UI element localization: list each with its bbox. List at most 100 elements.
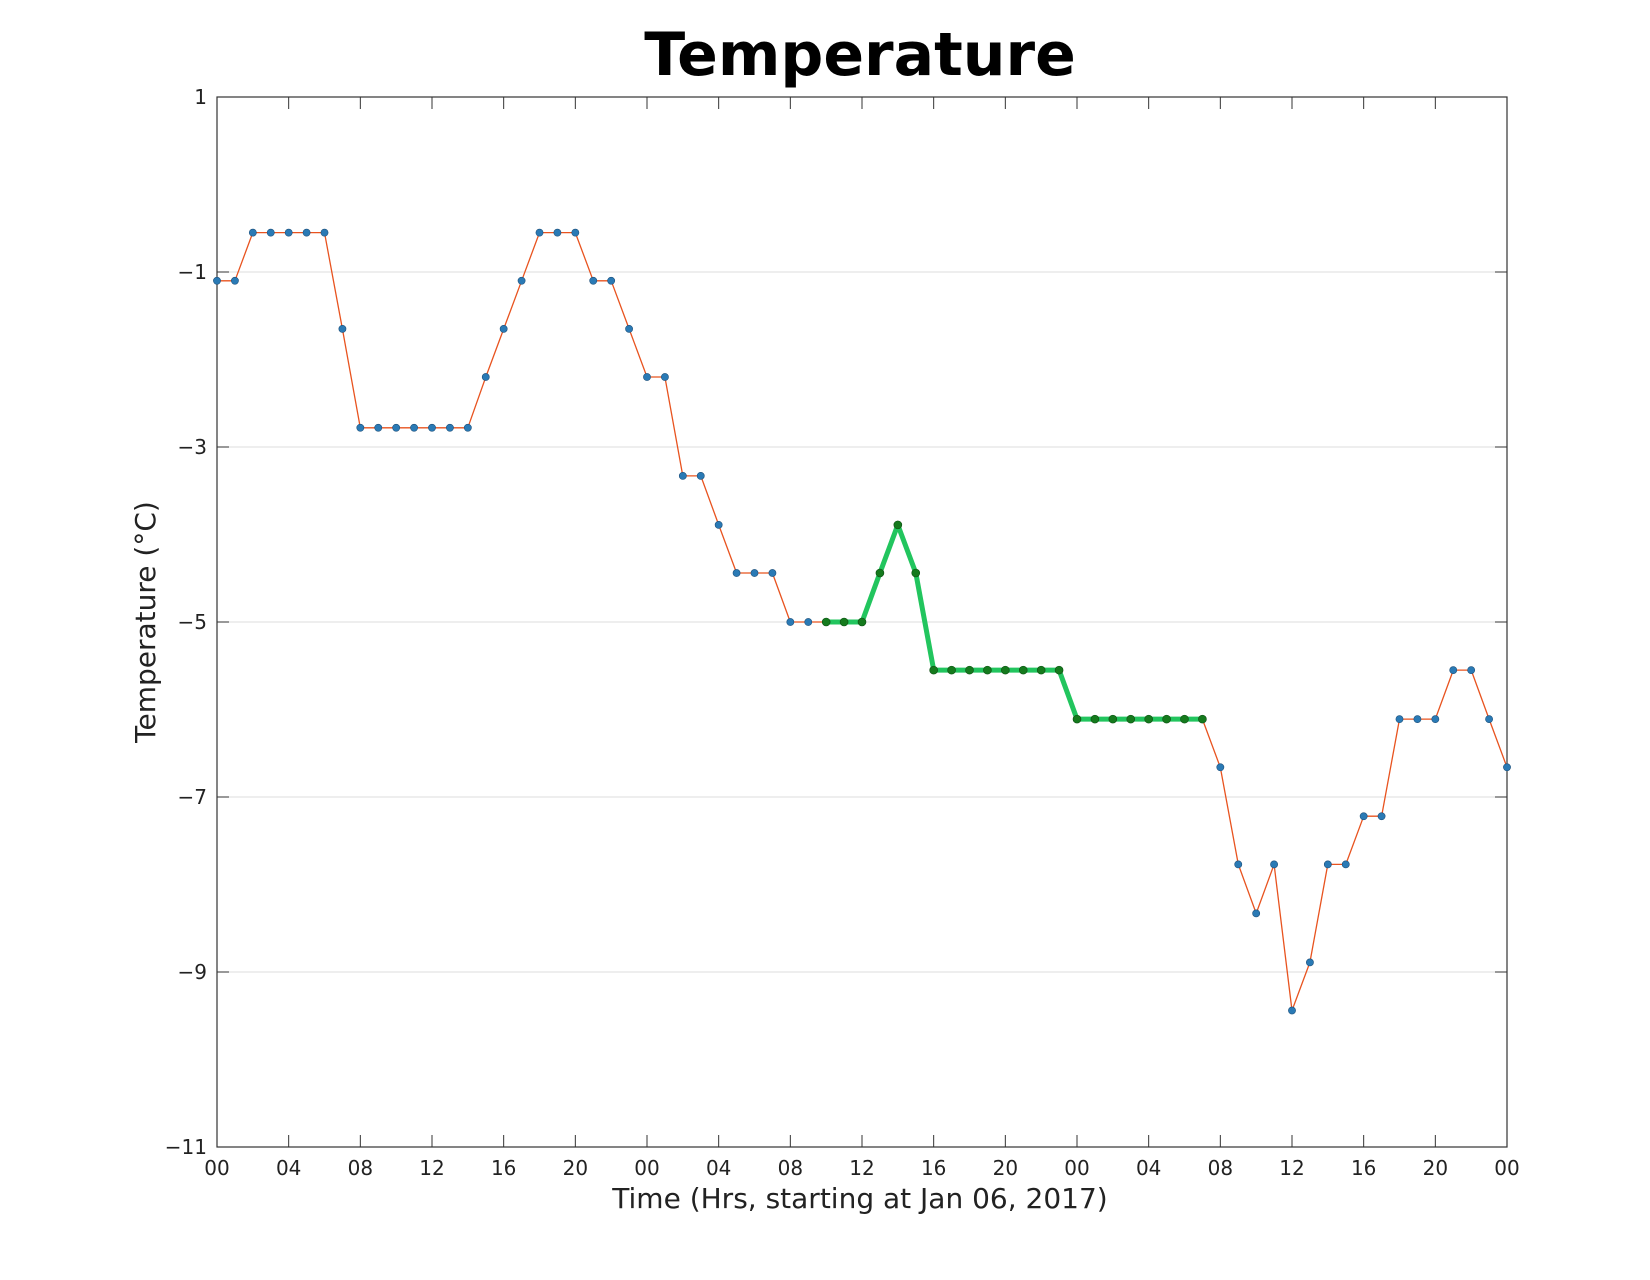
- data-point: [1431, 715, 1440, 724]
- data-point: [463, 423, 472, 432]
- data-point: [213, 276, 221, 285]
- data-point: [1377, 812, 1386, 821]
- data-point: [446, 423, 454, 432]
- data-point: [714, 520, 723, 529]
- highlight-point: [1001, 665, 1010, 675]
- data-point: [1252, 909, 1261, 918]
- highlight-point: [839, 617, 849, 627]
- data-point: [535, 228, 544, 237]
- y-tick-label: −1: [178, 260, 207, 284]
- x-tick-label: 00: [1064, 1156, 1089, 1180]
- data-point: [499, 324, 508, 333]
- data-point: [768, 569, 777, 577]
- data-point: [302, 228, 311, 237]
- data-point: [1234, 860, 1243, 869]
- data-point: [1467, 666, 1476, 675]
- highlight-point: [1018, 665, 1028, 675]
- y-tick-label: −11: [165, 1135, 207, 1159]
- highlight-point: [965, 665, 974, 675]
- data-point: [643, 373, 651, 381]
- x-tick-label: 20: [993, 1156, 1018, 1180]
- data-point: [750, 569, 759, 577]
- data-point: [1485, 715, 1493, 724]
- data-point: [248, 228, 257, 237]
- data-point: [392, 423, 401, 432]
- data-point: [678, 471, 687, 480]
- x-tick-label: 08: [1208, 1156, 1233, 1180]
- highlight-point: [1162, 714, 1171, 724]
- data-point: [410, 423, 418, 432]
- highlight-point: [893, 520, 903, 530]
- chart-title: Temperature: [644, 20, 1076, 90]
- x-tick-label: 12: [419, 1156, 444, 1180]
- highlight-point: [1090, 714, 1100, 724]
- x-tick-label: 08: [778, 1156, 803, 1180]
- highlight-point: [857, 617, 867, 627]
- data-point: [1306, 958, 1314, 967]
- data-point: [1341, 860, 1350, 869]
- data-point: [661, 373, 669, 381]
- x-tick-label: 04: [706, 1156, 731, 1180]
- highlight-point: [1198, 714, 1207, 724]
- highlight-point: [983, 665, 992, 675]
- x-axis-label: Time (Hrs, starting at Jan 06, 2017): [611, 1182, 1107, 1215]
- x-tick-label: 08: [348, 1156, 373, 1180]
- data-point: [266, 228, 275, 237]
- y-tick-label: −3: [178, 435, 207, 459]
- data-point: [1413, 715, 1422, 724]
- x-tick-label: 20: [563, 1156, 588, 1180]
- data-point: [696, 471, 705, 480]
- data-point: [374, 423, 383, 432]
- x-tick-label: 04: [1136, 1156, 1161, 1180]
- y-tick-label: −5: [178, 610, 207, 634]
- data-point: [786, 618, 795, 626]
- data-point: [231, 276, 239, 285]
- y-axis-label: Temperature (°C): [129, 501, 162, 744]
- highlight-point: [929, 665, 938, 675]
- highlight-point: [1036, 665, 1046, 675]
- data-point: [320, 228, 329, 237]
- x-tick-label: 00: [634, 1156, 659, 1180]
- data-point: [1323, 860, 1332, 869]
- x-tick-label: 20: [1423, 1156, 1448, 1180]
- x-tick-label: 16: [921, 1156, 946, 1180]
- highlight-point: [1054, 665, 1064, 675]
- data-point: [1216, 763, 1225, 772]
- x-tick-label: 00: [204, 1156, 229, 1180]
- highlight-point: [1126, 714, 1136, 724]
- highlight-point: [875, 568, 885, 578]
- highlight-point: [947, 665, 956, 675]
- highlight-point: [1144, 714, 1153, 724]
- highlight-point: [821, 617, 831, 627]
- data-point: [553, 228, 562, 237]
- y-tick-label: 1: [194, 85, 207, 109]
- data-point: [625, 324, 633, 333]
- data-point: [1288, 1006, 1296, 1015]
- data-point: [1395, 715, 1404, 724]
- data-point: [607, 276, 616, 285]
- data-point: [481, 373, 490, 381]
- x-tick-label: 00: [1494, 1156, 1519, 1180]
- data-point: [1359, 812, 1368, 821]
- data-point: [284, 228, 293, 237]
- highlight-point: [911, 568, 921, 578]
- data-point: [804, 618, 813, 626]
- highlight-point: [1108, 714, 1118, 724]
- x-tick-label: 16: [491, 1156, 516, 1180]
- marker-layer: [213, 228, 1511, 1015]
- x-tick-label: 16: [1351, 1156, 1376, 1180]
- data-point: [1449, 666, 1458, 675]
- highlight-layer: [826, 522, 1203, 722]
- highlight-point: [1180, 714, 1189, 724]
- y-tick-label: −7: [178, 785, 207, 809]
- y-tick-label: −9: [178, 960, 207, 984]
- highlight-point: [1072, 714, 1082, 724]
- data-point: [1503, 763, 1511, 772]
- data-point: [1270, 860, 1278, 869]
- x-tick-label: 12: [1279, 1156, 1304, 1180]
- data-point: [428, 423, 436, 432]
- data-point: [356, 423, 365, 432]
- x-tick-label: 04: [276, 1156, 301, 1180]
